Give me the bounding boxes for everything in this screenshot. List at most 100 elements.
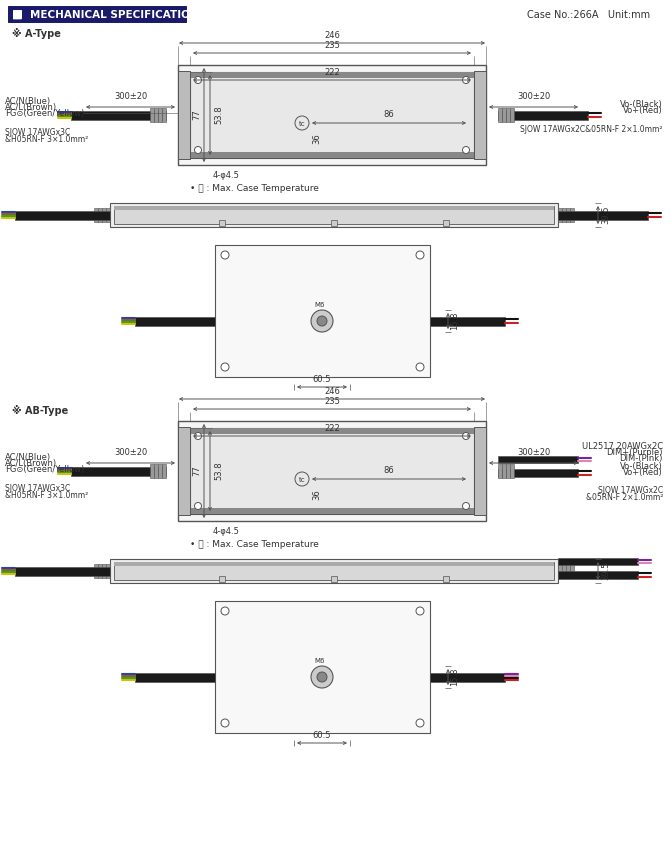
Bar [158, 108, 161, 122]
Bar [114, 562, 554, 566]
Circle shape [416, 607, 424, 615]
Bar [474, 427, 486, 515]
Bar [215, 601, 430, 733]
Text: 53.8: 53.8 [214, 462, 223, 480]
Text: 86: 86 [384, 110, 395, 119]
Bar [190, 72, 474, 158]
Bar [510, 108, 513, 122]
Bar [158, 464, 161, 478]
Text: ※ A-Type: ※ A-Type [12, 28, 61, 39]
Bar [135, 316, 215, 326]
Circle shape [194, 502, 202, 510]
Circle shape [416, 719, 424, 727]
Bar [110, 559, 558, 583]
Text: 53.8: 53.8 [214, 105, 223, 124]
Circle shape [311, 666, 333, 688]
Bar [178, 65, 486, 165]
Circle shape [416, 251, 424, 259]
Bar [558, 558, 638, 565]
Bar [162, 464, 165, 478]
Bar [443, 220, 449, 226]
Text: 86: 86 [384, 466, 395, 475]
Bar [135, 673, 215, 681]
Bar [331, 576, 337, 582]
Text: &05RN-F 2×1.0mm²: &05RN-F 2×1.0mm² [586, 493, 663, 502]
Text: 246: 246 [324, 31, 340, 40]
Text: MECHANICAL SPECIFICATION: MECHANICAL SPECIFICATION [30, 9, 198, 20]
Bar [498, 111, 588, 119]
Bar [150, 108, 153, 122]
Circle shape [462, 502, 470, 510]
Text: 300±20: 300±20 [114, 448, 147, 457]
Bar [215, 245, 430, 377]
Text: • Ⓣ : Max. Case Temperature: • Ⓣ : Max. Case Temperature [190, 540, 319, 549]
Text: 77: 77 [192, 110, 201, 120]
Bar [98, 564, 101, 578]
Bar [566, 208, 570, 222]
Bar [110, 203, 558, 227]
Circle shape [317, 316, 327, 326]
Circle shape [194, 147, 202, 153]
Bar [114, 562, 554, 580]
Text: 235: 235 [324, 397, 340, 406]
Bar [150, 464, 153, 478]
Circle shape [462, 76, 470, 83]
Text: ※ AB-Type: ※ AB-Type [12, 405, 68, 416]
Text: 4-φ4.5: 4-φ4.5 [213, 171, 240, 180]
Bar [114, 206, 554, 224]
Circle shape [221, 363, 229, 371]
Bar [430, 316, 505, 326]
Text: 36: 36 [312, 489, 321, 500]
Text: Vo+(Red): Vo+(Red) [623, 468, 663, 477]
Text: SJOW 17AWGx2C: SJOW 17AWGx2C [598, 486, 663, 495]
Bar [106, 208, 109, 222]
Text: 222: 222 [324, 424, 340, 433]
Bar [102, 564, 105, 578]
Bar [178, 421, 486, 521]
Bar [98, 208, 101, 222]
Text: DIM-(Pink): DIM-(Pink) [620, 454, 663, 463]
Bar [190, 508, 474, 514]
Bar [566, 564, 570, 578]
Text: SJOW 17AWGx3C: SJOW 17AWGx3C [5, 484, 70, 493]
Text: AC/L(Brown): AC/L(Brown) [5, 459, 57, 468]
Text: M6: M6 [314, 302, 324, 308]
Bar [154, 108, 157, 122]
Text: 77: 77 [192, 465, 201, 476]
Circle shape [317, 672, 327, 682]
Text: AC/L(Brown): AC/L(Brown) [5, 103, 57, 112]
Bar [498, 464, 502, 478]
Circle shape [221, 607, 229, 615]
Text: 15.8: 15.8 [450, 668, 459, 686]
Text: 60.5: 60.5 [313, 731, 331, 740]
Bar [502, 108, 505, 122]
Text: • Ⓣ : Max. Case Temperature: • Ⓣ : Max. Case Temperature [190, 184, 319, 193]
Bar [71, 111, 166, 119]
Text: &H05RN-F 3×1.0mm²: &H05RN-F 3×1.0mm² [5, 135, 88, 144]
Bar [190, 72, 474, 78]
Text: tc: tc [299, 121, 306, 127]
Text: 300±20: 300±20 [114, 92, 147, 101]
Bar [190, 428, 474, 514]
Text: Vo+(Red): Vo+(Red) [623, 106, 663, 115]
Text: AC/N(Blue): AC/N(Blue) [5, 97, 51, 106]
Bar [558, 571, 638, 579]
Bar [102, 208, 105, 222]
Circle shape [416, 363, 424, 371]
Circle shape [462, 147, 470, 153]
Text: SJOW 17AWGx3C: SJOW 17AWGx3C [5, 128, 70, 137]
Text: Vo-(Black): Vo-(Black) [620, 100, 663, 109]
Circle shape [221, 251, 229, 259]
Circle shape [194, 76, 202, 83]
Circle shape [311, 310, 333, 332]
Bar [8, 6, 186, 22]
Text: DIM+(Purple): DIM+(Purple) [606, 448, 663, 457]
Bar [502, 464, 505, 478]
Bar [562, 564, 565, 578]
Bar [190, 152, 474, 158]
Bar [498, 108, 502, 122]
Text: 235: 235 [324, 41, 340, 50]
Bar [562, 208, 565, 222]
Bar [430, 673, 505, 681]
Bar [498, 456, 578, 463]
